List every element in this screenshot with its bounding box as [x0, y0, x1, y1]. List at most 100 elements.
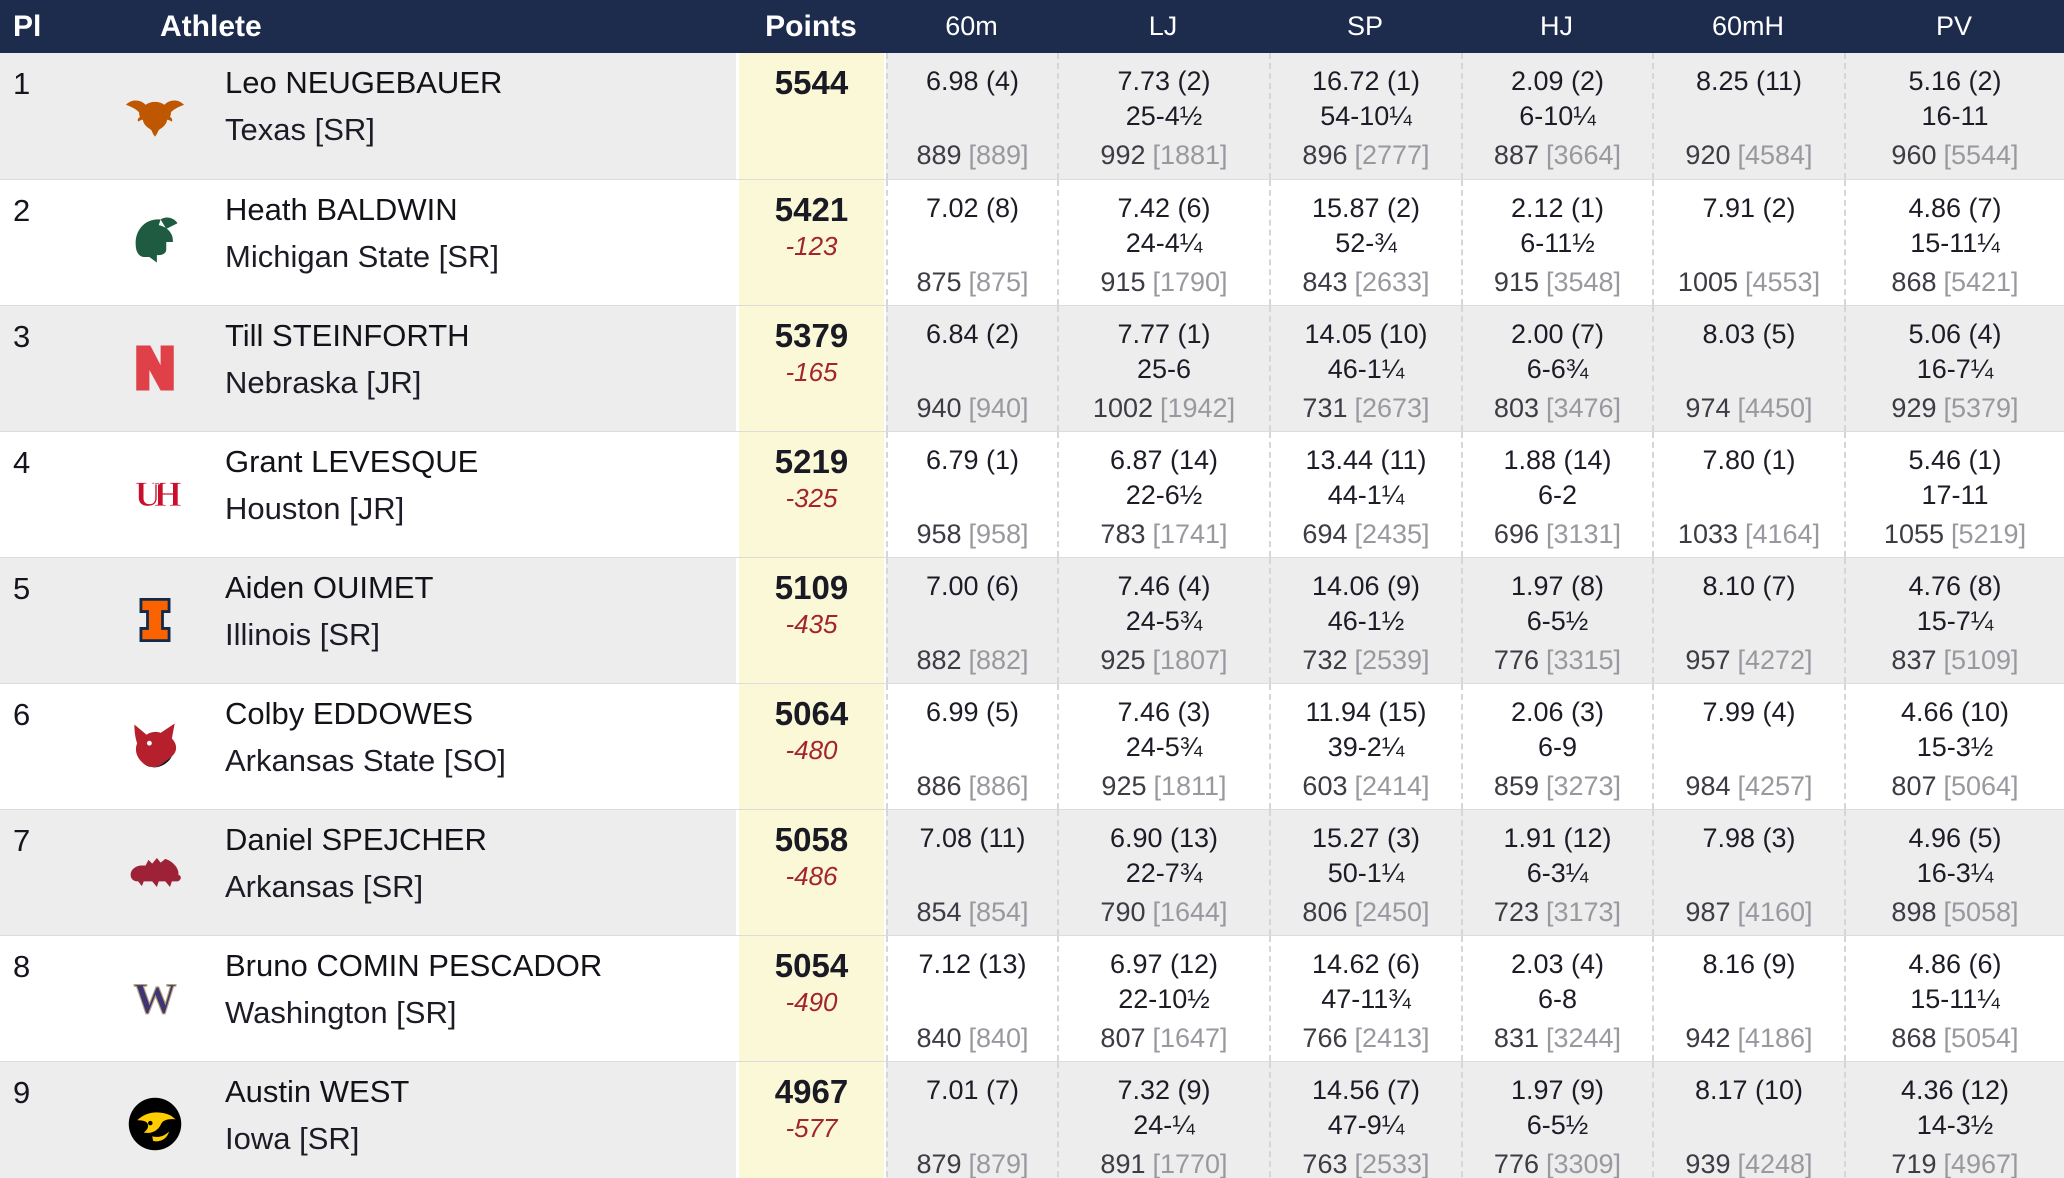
team-logo — [125, 338, 185, 398]
event-points: 868 — [1891, 267, 1937, 297]
event-points: 776 — [1493, 645, 1539, 675]
event-cell-60m: 6.84 (2) 940 [940] — [886, 306, 1057, 431]
event-cell-hj: 1.88 (14) 6-2 696 [3131] — [1461, 432, 1652, 557]
event-cumulative: [2633] — [1354, 267, 1430, 297]
event-mark: 1.97 (9) — [1510, 1075, 1605, 1105]
event-cell-sp: 15.27 (3) 50-1¼ 806 [2450] — [1269, 810, 1461, 935]
event-points: 898 — [1891, 897, 1937, 927]
event-mark: 7.98 (3) — [1702, 823, 1796, 853]
event-cell-hj: 2.03 (4) 6-8 831 [3244] — [1461, 936, 1652, 1061]
event-mark: 7.99 (4) — [1702, 697, 1796, 727]
team-name: Iowa [SR] — [225, 1121, 360, 1156]
event-imperial: 6-5½ — [1526, 1110, 1589, 1140]
place: 2 — [13, 193, 31, 228]
event-cell-pv: 5.16 (2) 16-11 960 [5544] — [1844, 53, 2064, 179]
event-imperial: 6-5½ — [1526, 606, 1589, 636]
event-cumulative: [2777] — [1354, 140, 1430, 170]
event-imperial — [1654, 480, 1844, 510]
event-cumulative: [1770] — [1152, 1149, 1228, 1178]
event-cell-pv: 4.36 (12) 14-3½ 719 [4967] — [1844, 1062, 2064, 1178]
event-points: 696 — [1493, 519, 1539, 549]
event-imperial: 24-¼ — [1133, 1110, 1195, 1140]
event-cell-pv: 4.86 (6) 15-11¼ 868 [5054] — [1844, 936, 2064, 1061]
event-imperial: 6-3¼ — [1526, 858, 1589, 888]
event-cell-lj: 7.46 (4) 24-5¾ 925 [1807] — [1057, 558, 1269, 683]
athlete-name: Grant LEVESQUE — [225, 444, 479, 479]
event-cumulative: [958] — [968, 519, 1029, 549]
athlete-name: Bruno COMIN PESCADOR — [225, 948, 603, 983]
event-points: 992 — [1100, 140, 1146, 170]
event-imperial: 25-4½ — [1125, 101, 1203, 131]
event-imperial — [1654, 606, 1844, 636]
event-cell-60m: 7.01 (7) 879 [879] — [886, 1062, 1057, 1178]
event-mark: 7.73 (2) — [1117, 66, 1211, 96]
event-cumulative: [5064] — [1943, 771, 2019, 801]
event-points: 974 — [1685, 393, 1731, 423]
event-cumulative: [2539] — [1354, 645, 1430, 675]
event-cumulative: [2414] — [1354, 771, 1430, 801]
event-cell-60mh: 8.17 (10) 939 [4248] — [1652, 1062, 1844, 1178]
event-cell-lj: 7.77 (1) 25-6 1002 [1942] — [1057, 306, 1269, 431]
event-cell-pv: 4.66 (10) 15-3½ 807 [5064] — [1844, 684, 2064, 809]
event-imperial: 15-7¼ — [1916, 606, 1994, 636]
event-cumulative: [1644] — [1152, 897, 1228, 927]
event-points: 806 — [1302, 897, 1348, 927]
event-mark: 14.56 (7) — [1311, 1075, 1421, 1105]
event-imperial: 16-11 — [1921, 101, 1989, 131]
event-cumulative: [3273] — [1545, 771, 1622, 801]
points-cell: 5421 -123 — [736, 180, 886, 305]
team-name: Nebraska [JR] — [225, 365, 422, 400]
event-mark: 15.27 (3) — [1311, 823, 1421, 853]
event-mark: 8.10 (7) — [1702, 571, 1796, 601]
event-mark: 14.05 (10) — [1304, 319, 1428, 349]
event-mark: 2.12 (1) — [1510, 193, 1605, 223]
points-cell: 5109 -435 — [736, 558, 886, 683]
event-imperial — [1654, 732, 1844, 762]
event-points: 732 — [1302, 645, 1348, 675]
event-imperial: 47-9¼ — [1327, 1110, 1405, 1140]
points-cell: 5219 -325 — [736, 432, 886, 557]
table-body: 1 Leo NEUGEBAUER Texas [SR] 5544 6.98 (4… — [0, 53, 2064, 1178]
event-mark: 2.03 (4) — [1510, 949, 1605, 979]
event-mark: 7.46 (4) — [1117, 571, 1211, 601]
table-header: Pl Athlete Points 60m LJ SP HJ 60mH PV — [0, 0, 2064, 53]
table-row: 8 Bruno COMIN PESCADOR Washington [SR] 5… — [0, 935, 2064, 1061]
event-points: 957 — [1685, 645, 1731, 675]
event-cumulative: [886] — [968, 771, 1029, 801]
event-mark: 15.87 (2) — [1311, 193, 1421, 223]
event-imperial: 16-3¼ — [1916, 858, 1994, 888]
event-mark: 1.97 (8) — [1510, 571, 1605, 601]
event-mark: 8.16 (9) — [1702, 949, 1796, 979]
event-points: 889 — [916, 140, 962, 170]
event-mark: 7.00 (6) — [925, 571, 1020, 601]
event-cell-sp: 14.62 (6) 47-11¾ 766 [2413] — [1269, 936, 1461, 1061]
event-points: 891 — [1100, 1149, 1146, 1178]
event-imperial: 52-¾ — [1335, 228, 1397, 258]
event-imperial: 16-7¼ — [1916, 354, 1994, 384]
event-cell-sp: 15.87 (2) 52-¾ 843 [2633] — [1269, 180, 1461, 305]
event-points: 960 — [1891, 140, 1937, 170]
event-mark: 7.12 (13) — [918, 949, 1027, 979]
event-points: 887 — [1493, 140, 1539, 170]
event-cumulative: [3173] — [1545, 897, 1622, 927]
event-cumulative: [2435] — [1354, 519, 1430, 549]
points-total: 5421 — [774, 191, 849, 228]
event-imperial: 24-5¾ — [1125, 606, 1203, 636]
table-row: 1 Leo NEUGEBAUER Texas [SR] 5544 6.98 (4… — [0, 53, 2064, 179]
points-cell: 5379 -165 — [736, 306, 886, 431]
table-row: 9 Austin WEST Iowa [SR] 4967 -577 7.01 (… — [0, 1061, 2064, 1178]
team-logo — [125, 968, 185, 1028]
event-cell-lj: 7.73 (2) 25-4½ 992 [1881] — [1057, 53, 1269, 179]
event-cell-sp: 14.56 (7) 47-9¼ 763 [2533] — [1269, 1062, 1461, 1178]
event-mark: 14.62 (6) — [1311, 949, 1421, 979]
event-cell-hj: 2.09 (2) 6-10¼ 887 [3664] — [1461, 53, 1652, 179]
event-cell-60mh: 7.98 (3) 987 [4160] — [1652, 810, 1844, 935]
event-points: 603 — [1302, 771, 1348, 801]
team-name: Houston [JR] — [225, 491, 405, 526]
event-points: 896 — [1302, 140, 1348, 170]
event-cumulative: [940] — [968, 393, 1029, 423]
event-imperial: 6-8 — [1537, 984, 1578, 1014]
points-behind: -325 — [785, 483, 838, 513]
event-cumulative: [4967] — [1943, 1149, 2019, 1178]
event-cell-sp: 16.72 (1) 54-10¼ 896 [2777] — [1269, 53, 1461, 179]
